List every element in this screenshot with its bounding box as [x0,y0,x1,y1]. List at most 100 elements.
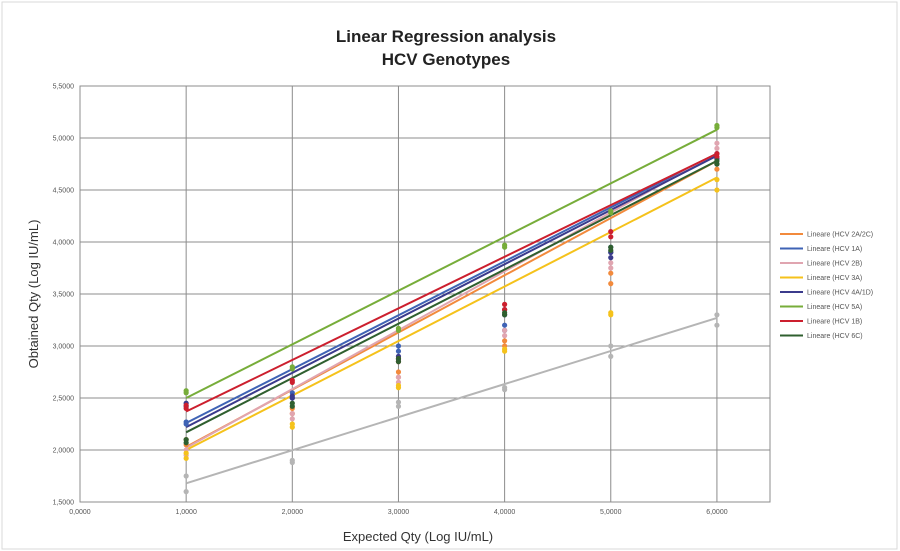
data-point [183,421,189,427]
data-point [608,234,614,240]
data-point [502,301,508,307]
data-point [289,416,295,422]
data-point [502,346,508,352]
regression-line [185,154,718,429]
data-point [714,312,720,318]
regression-line [185,152,718,449]
regression-line [185,152,718,424]
data-point [714,322,720,328]
data-point [714,145,720,151]
data-point [395,355,402,362]
data-point [183,450,189,456]
data-point [395,343,402,349]
data-point [183,473,189,479]
regression-lines [185,128,718,485]
data-point [183,489,189,495]
data-point [395,369,402,375]
data-point [502,338,508,344]
data-point [289,424,295,430]
data-point [608,247,614,253]
legend-entry: Lineare (HCV 4A/1D) [807,290,873,297]
data-points [183,122,720,495]
chart-subtitle: HCV Genotypes [382,50,510,69]
data-point [608,265,614,271]
data-point [183,455,189,461]
data-point [395,399,402,405]
data-point [502,322,508,328]
y-tick-label: 3,5000 [53,292,75,299]
x-tick-label: 4,0000 [494,509,516,516]
legend-entry: Lineare (HCV 5A) [807,304,862,311]
grid-lines [80,85,770,503]
y-tick-label: 1,5000 [53,500,75,507]
data-point [714,166,720,172]
data-point [502,385,508,391]
regression-line [185,128,718,399]
data-point [183,437,189,443]
x-tick-label: 2,0000 [282,509,304,516]
data-point [714,177,720,183]
chart-title: Linear Regression analysis [336,27,556,46]
regression-line [185,159,718,434]
data-point [395,325,402,331]
x-axis-label: Expected Qty (Log IU/mL) [343,529,493,544]
data-point [395,348,402,354]
plot-area [79,85,771,503]
data-point [395,382,402,389]
y-tick-label: 3,0000 [53,344,75,351]
data-point [608,353,614,359]
data-point [502,310,508,316]
x-axis-ticks: 0,0000 1,0000 2,0000 3,0000 4,0000 5,0000 6,00… [69,509,727,516]
data-point [608,255,614,261]
y-tick-label: 4,0000 [53,240,75,247]
y-tick-label: 4,5000 [53,188,75,195]
y-tick-label: 2,5000 [53,396,75,403]
legend-entry: Lineare (HCV 2A/2C) [807,232,873,239]
x-tick-label: 0,0000 [69,509,91,516]
data-point [608,343,614,349]
data-point [289,457,295,463]
regression-line [185,152,718,413]
data-point [502,333,508,339]
data-point [608,270,614,276]
x-tick-label: 3,0000 [388,509,410,516]
y-tick-label: 2,0000 [53,448,75,455]
data-point [608,208,614,214]
regression-line [185,316,718,485]
data-point [714,122,720,129]
data-point [502,327,508,333]
data-point [395,403,402,409]
data-point [289,411,295,417]
x-tick-label: 6,0000 [706,509,728,516]
legend-entry: Lineare (HCV 6C) [807,333,863,340]
y-tick-label: 5,0000 [53,136,75,143]
data-point [502,242,508,248]
legend: Lineare (HCV 2A/2C) Lineare (HCV 1A) Linea… [780,232,873,340]
y-axis-label: Obtained Qty (Log IU/mL) [26,220,41,369]
data-point [608,260,614,266]
data-point [395,374,402,380]
legend-entry: Lineare (HCV 1B) [807,319,862,326]
data-point [714,140,720,146]
legend-entry: Lineare (HCV 1A) [807,246,862,253]
y-axis-ticks: 1,5000 2,0000 2,5000 3,0000 3,5000 4,0000 4,50… [53,84,75,507]
data-point [289,364,295,370]
x-tick-label: 1,0000 [175,509,197,516]
data-point [608,281,614,287]
y-tick-label: 5,5000 [53,84,75,91]
legend-entry: Lineare (HCV 3A) [807,275,862,282]
data-point [183,402,189,408]
data-point [714,158,720,164]
data-point [608,229,614,235]
data-point [289,393,295,399]
data-point [289,400,295,406]
data-point [608,310,614,316]
data-point [183,390,189,396]
x-tick-label: 5,0000 [600,509,622,516]
regression-line [185,176,718,451]
legend-entry: Lineare (HCV 2B) [807,261,862,268]
data-point [714,154,720,160]
data-point [714,187,720,193]
